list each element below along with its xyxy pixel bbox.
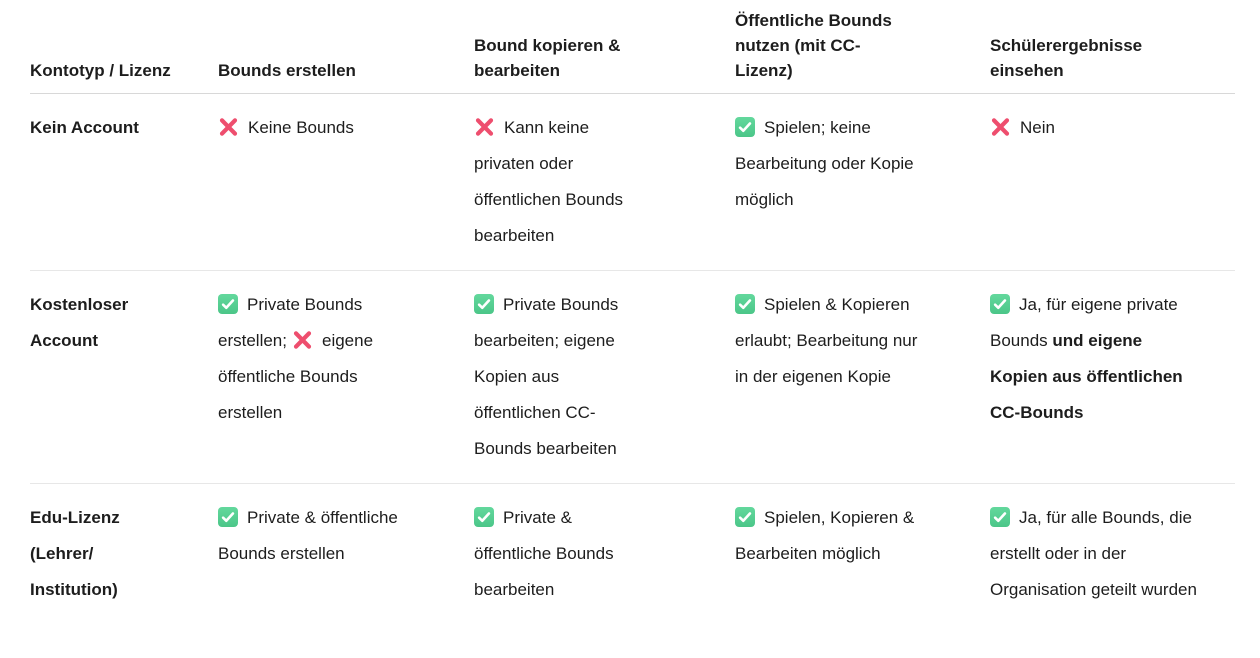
- cell-text: Private Bounds erstellen;: [218, 295, 363, 350]
- table-row: Edu-Lizenz (Lehrer/ Institution) Private …: [30, 484, 1235, 625]
- cell-text: und eigene Kopien aus öffentlichen CC-Bo…: [990, 331, 1183, 422]
- table-cell: Private & öffentliche Bounds erstellen: [218, 484, 474, 625]
- cell-text: Kann keine privaten oder öffentlichen Bo…: [474, 118, 624, 245]
- check-icon: [474, 507, 494, 527]
- check-icon: [990, 294, 1010, 314]
- cross-icon: [990, 117, 1011, 137]
- table-cell: Keine Bounds: [218, 93, 474, 271]
- cell-text: Private Bounds bearbeiten; eigene Kopien…: [474, 295, 619, 458]
- check-icon: [218, 294, 238, 314]
- row-label: Kein Account: [30, 93, 218, 271]
- table-body: Kein Account Keine Bounds Kann keine priva…: [30, 93, 1235, 625]
- table-cell: Spielen, Kopieren & Bearbeiten möglich: [735, 484, 990, 625]
- check-icon: [218, 507, 238, 527]
- column-header: Öffentliche Bounds nutzen (mit CC-Lizenz…: [735, 0, 990, 94]
- table-row: Kein Account Keine Bounds Kann keine priva…: [30, 93, 1235, 271]
- check-icon: [990, 507, 1010, 527]
- table-cell: Private & öffentliche Bounds bearbeiten: [474, 484, 735, 625]
- cell-text: Private & öffentliche Bounds bearbeiten: [474, 508, 614, 599]
- license-comparison-page: Kontotyp / Lizenz Bounds erstellen Bound k…: [30, 0, 1235, 624]
- cell-text: Private & öffentliche Bounds erstellen: [218, 508, 398, 563]
- cell-text: Spielen; keine Bearbeitung oder Kopie mö…: [735, 118, 914, 209]
- column-header: Bound kopieren & bearbeiten: [474, 0, 735, 94]
- table-cell: Private Bounds erstellen; eigene öffentli…: [218, 270, 474, 484]
- cross-icon: [292, 330, 313, 350]
- cell-text: eigene öffentliche Bounds erstellen: [218, 331, 374, 422]
- row-label: Edu-Lizenz (Lehrer/ Institution): [30, 508, 120, 599]
- cell-text: Spielen, Kopieren & Bearbeiten möglich: [735, 508, 915, 563]
- cell-text: Ja, für eigene private Bounds: [990, 295, 1178, 350]
- table-cell: Ja, für alle Bounds, die erstellt oder i…: [990, 484, 1235, 625]
- table-cell: Kann keine privaten oder öffentlichen Bo…: [474, 93, 735, 271]
- cell-text: Keine Bounds: [248, 118, 354, 137]
- table-cell: Private Bounds bearbeiten; eigene Kopien…: [474, 270, 735, 484]
- comparison-table: Kontotyp / Lizenz Bounds erstellen Bound k…: [30, 0, 1235, 624]
- check-icon: [735, 294, 755, 314]
- column-header: Schülerergebnisse einsehen: [990, 0, 1235, 94]
- table-cell: Ja, für eigene private Bounds und eigene…: [990, 270, 1235, 484]
- column-header: Bounds erstellen: [218, 0, 474, 94]
- row-label: Kostenloser Account: [30, 270, 218, 484]
- cell-text: Spielen & Kopieren erlaubt; Bearbeitung …: [735, 295, 918, 386]
- check-icon: [735, 117, 755, 137]
- table-row: Kostenloser Account Private Bounds erstel…: [30, 270, 1235, 484]
- table-header: Kontotyp / Lizenz Bounds erstellen Bound k…: [30, 0, 1235, 94]
- column-header: Kontotyp / Lizenz: [30, 0, 218, 94]
- cross-icon: [218, 117, 239, 137]
- table-cell: Spielen & Kopieren erlaubt; Bearbeitung …: [735, 270, 990, 484]
- table-cell: Spielen; keine Bearbeitung oder Kopie mö…: [735, 93, 990, 271]
- cross-icon: [474, 117, 495, 137]
- check-icon: [474, 294, 494, 314]
- header-row: Kontotyp / Lizenz Bounds erstellen Bound k…: [30, 0, 1235, 94]
- check-icon: [735, 507, 755, 527]
- table-cell: Nein: [990, 93, 1235, 271]
- cell-text: Nein: [1020, 118, 1055, 137]
- cell-text: Ja, für alle Bounds, die erstellt oder i…: [990, 508, 1197, 599]
